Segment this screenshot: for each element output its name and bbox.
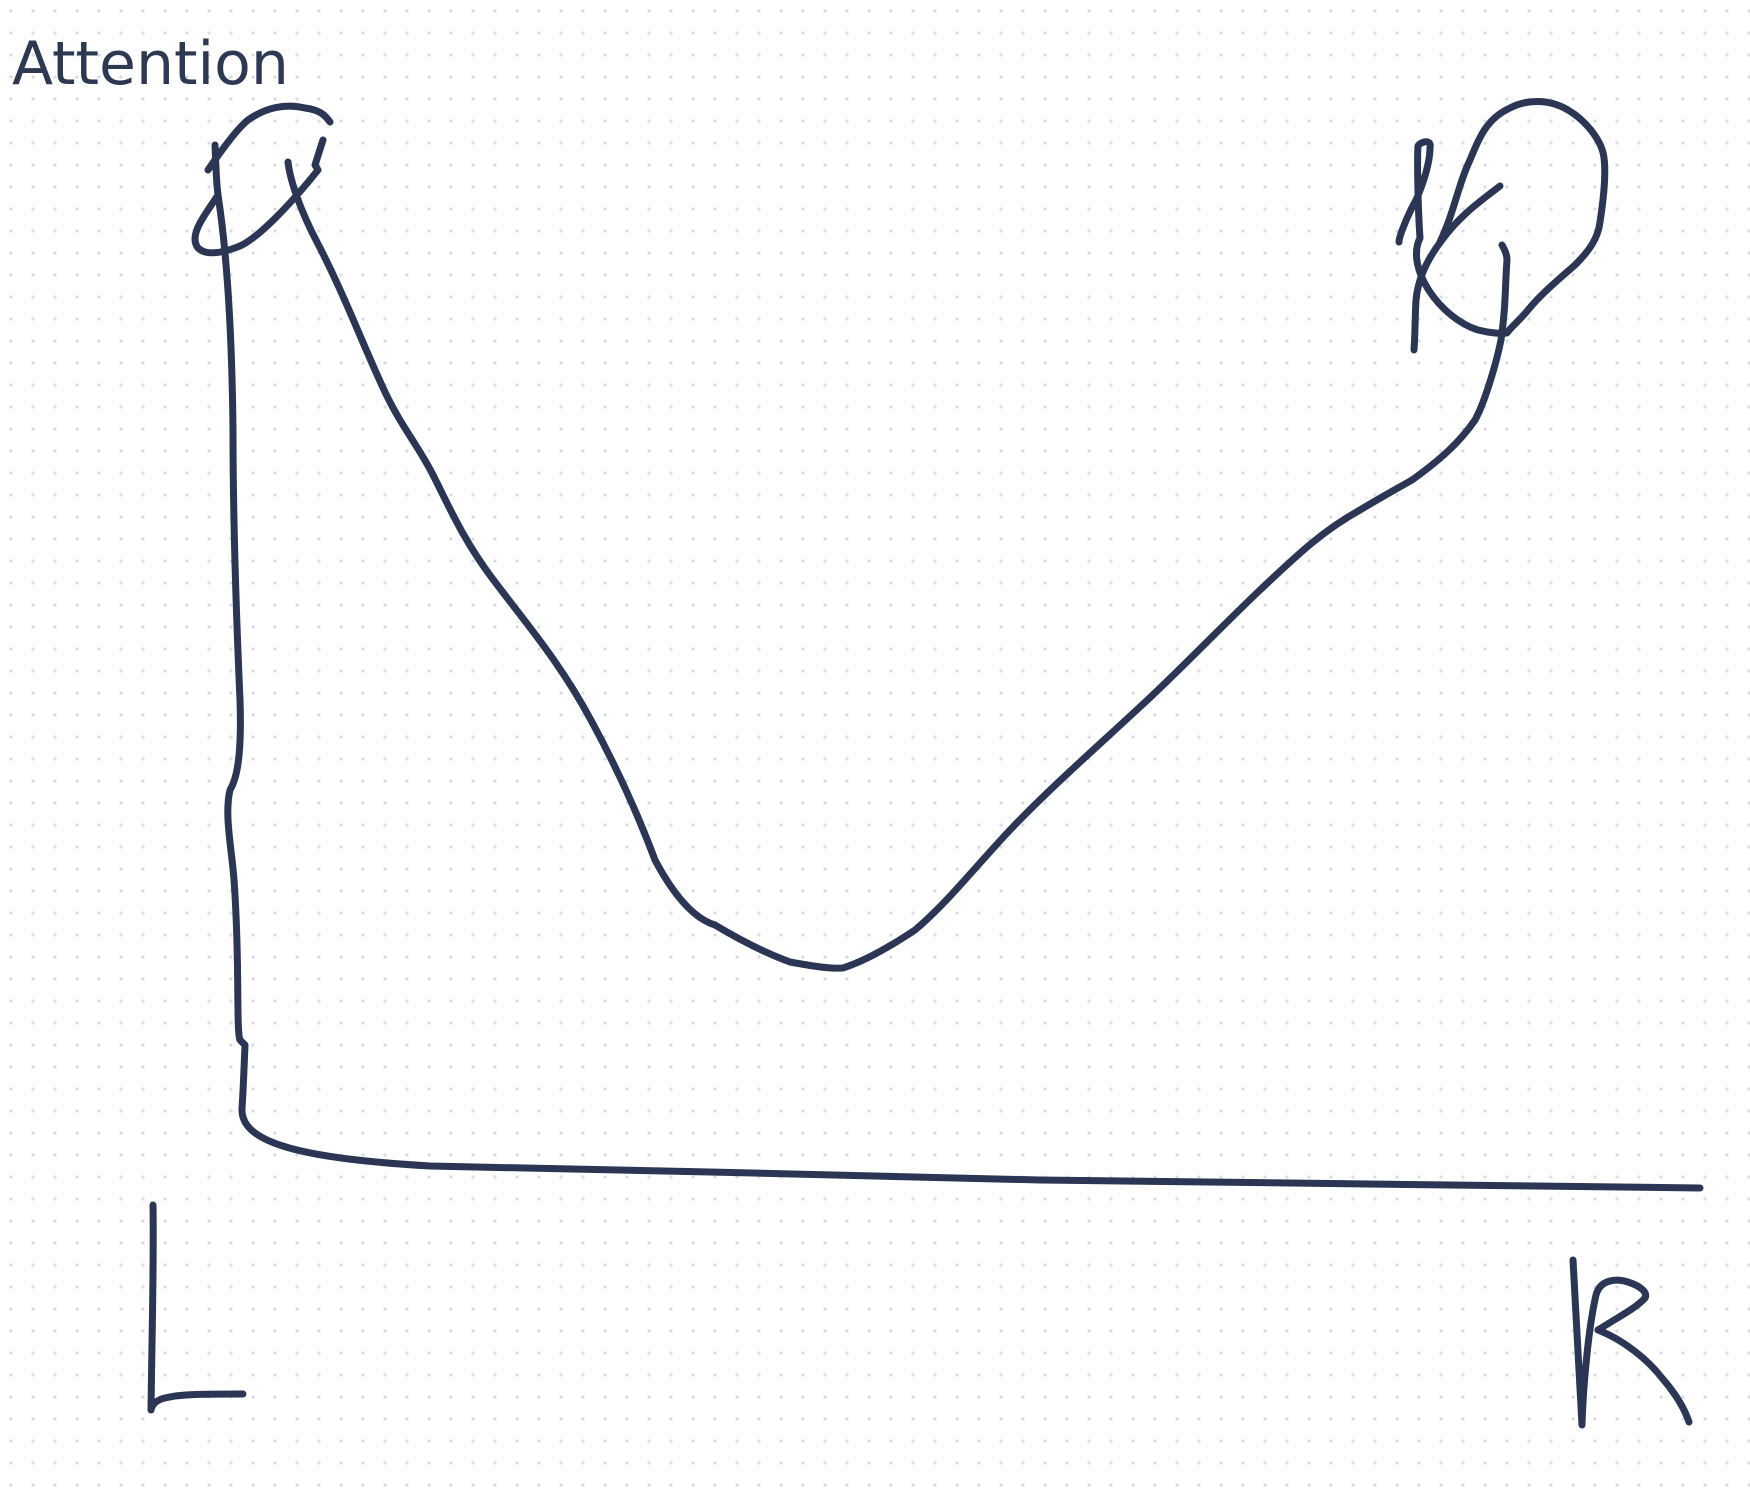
attention-curve[interactable]	[284, 158, 1511, 972]
right-top-inner-stroke	[1410, 182, 1504, 354]
attention-label: Attention	[12, 29, 289, 99]
letter-r-glyph	[1569, 1256, 1693, 1429]
y-axis-line	[214, 191, 1704, 1192]
letter-l-glyph	[147, 1201, 247, 1414]
right-top-scribble	[1395, 98, 1609, 337]
left-top-scribble	[191, 136, 327, 257]
left-top-loop	[204, 102, 334, 174]
